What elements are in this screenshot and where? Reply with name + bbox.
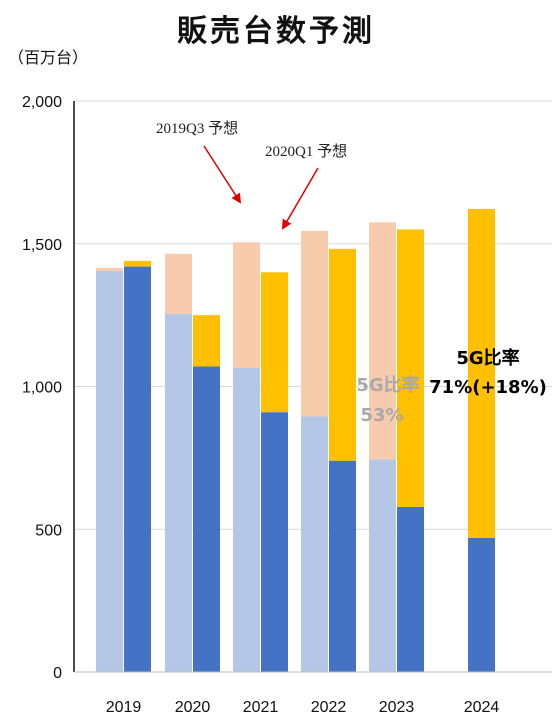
x-tick-label-2024: 2024 [464,699,500,716]
annotation-2020q1: 2020Q1 予想 [265,143,347,230]
y-tick-label: 2,000 [22,94,62,111]
annotation-2019q3: 2019Q3 予想 [156,120,242,204]
ratio-2020q1-line1: 5G比率 [456,347,519,369]
annotation-2019q3-label: 2019Q3 予想 [156,120,238,137]
bar-2019q3-bottom-2023 [369,459,396,672]
bar-2019q3-bottom-2021 [233,367,260,672]
x-tick-label-2019: 2019 [106,699,142,716]
bar-2020q1-bottom-2021 [261,412,288,672]
ratio-2019q3-value: 53% [360,405,403,426]
ratio-label-2019q3: 5G比率 53% [356,374,419,426]
chart-title: 販売台数予測 [177,14,375,49]
x-tick-label-2021: 2021 [243,699,279,716]
ratio-label-2020q1: 5G比率 71%(+18%) [429,347,547,398]
bar-2019q3-top-2022 [301,230,328,417]
bar-2019q3-top-2021 [233,242,260,368]
bar-2020q1-bottom-2024 [468,537,495,672]
bar-2020q1-bottom-2019 [124,266,151,672]
bar-2020q1-top-2020 [193,315,220,367]
x-tick-label-2023: 2023 [379,699,415,716]
bar-2020q1-top-2021 [261,272,288,413]
bar-2020q1-bottom-2023 [397,506,424,672]
bars [96,208,495,672]
annotation-2020q1-arrow [281,167,319,230]
axes: 0 500 1,000 1,500 2,000 2019 2020 2021 2022 2023 2… [22,94,552,716]
x-tick-label-2022: 2022 [311,699,347,716]
ratio-2019q3-line1: 5G比率 [356,374,419,396]
bar-2019q3-bottom-2020 [165,313,192,672]
bar-2020q1-top-2024 [468,208,495,538]
bar-2019q3-bottom-2022 [301,416,328,672]
bar-2020q1-top-2023 [397,229,424,507]
x-tick-label-2020: 2020 [175,699,211,716]
y-tick-label: 500 [35,522,62,539]
annotation-2020q1-label: 2020Q1 予想 [265,143,347,160]
bar-2020q1-bottom-2020 [193,366,220,672]
bar-2019q3-top-2023 [369,222,396,460]
bar-2020q1-bottom-2022 [329,460,356,672]
bar-2020q1-top-2019 [124,260,151,267]
bar-2020q1-top-2022 [329,248,356,461]
annotation-2019q3-arrow [203,145,242,204]
bar-2019q3-top-2020 [165,253,192,314]
bar-2019q3-bottom-2019 [96,270,123,672]
y-tick-label: 1,500 [22,237,62,254]
y-tick-label: 0 [53,665,62,682]
y-axis-unit-label: （百万台） [8,48,89,67]
y-tick-label: 1,000 [22,380,62,397]
bar-2019q3-top-2019 [96,268,123,271]
ratio-2020q1-value: 71%(+18%) [429,377,547,398]
